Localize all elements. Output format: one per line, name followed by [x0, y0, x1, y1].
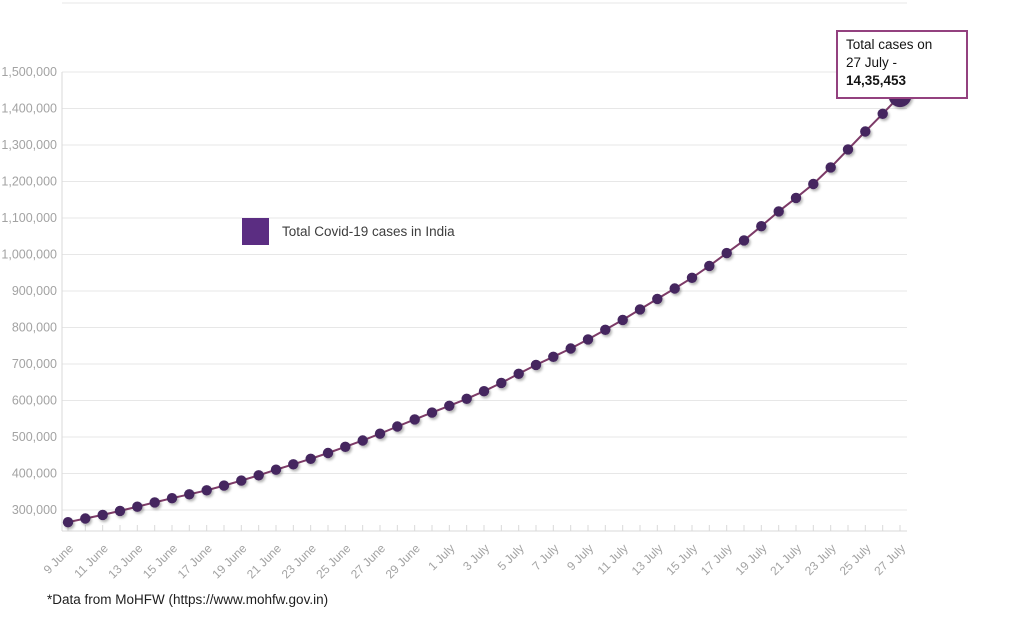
annotation-line1: Total cases on	[846, 37, 933, 52]
data-point	[149, 497, 160, 508]
data-point	[704, 260, 715, 272]
data-point	[634, 304, 646, 315]
data-point	[288, 459, 299, 470]
data-point	[565, 343, 576, 354]
data-point	[166, 493, 178, 504]
data-point	[218, 480, 230, 491]
x-tick-label: 13 July	[629, 541, 666, 578]
data-point	[617, 314, 628, 326]
x-tick-label: 19 July	[733, 541, 770, 578]
x-tick-label: 25 July	[837, 541, 874, 578]
y-tick-label: 300,000	[12, 503, 57, 517]
data-point	[877, 108, 888, 120]
data-point	[322, 447, 334, 459]
data-point	[582, 334, 594, 345]
y-tick-label: 600,000	[12, 394, 57, 408]
x-tick-label: 3 July	[460, 541, 492, 573]
trend-line	[67, 94, 901, 524]
data-point	[392, 421, 403, 432]
x-tick-label: 17 July	[698, 541, 735, 578]
data-point	[738, 235, 750, 246]
annotation-line2: 27 July - 14,35,453	[846, 55, 907, 89]
data-point	[773, 206, 784, 217]
x-tick-label: 15 July	[663, 541, 700, 578]
y-tick-label: 800,000	[12, 321, 57, 335]
x-tick-label: 13 June	[105, 541, 145, 581]
data-point	[825, 162, 836, 173]
data-point	[305, 453, 316, 464]
y-tick-label: 1,000,000	[1, 248, 57, 262]
data-point	[478, 386, 490, 397]
y-tick-label: 1,300,000	[1, 138, 57, 152]
data-point	[548, 351, 559, 362]
data-point	[530, 359, 542, 371]
data-points	[62, 84, 912, 528]
y-tick-label: 1,200,000	[1, 175, 57, 189]
x-tick-label: 1 July	[425, 541, 457, 573]
data-point	[270, 464, 282, 475]
data-point	[790, 192, 802, 204]
data-point	[686, 272, 698, 283]
x-tick-label: 11 July	[595, 541, 631, 577]
data-point	[374, 428, 386, 439]
data-point	[842, 144, 854, 155]
y-tick-label: 900,000	[12, 284, 57, 298]
data-point	[236, 475, 247, 486]
x-tick-label: 9 July	[564, 541, 596, 573]
x-tick-label: 25 June	[313, 541, 353, 581]
data-point	[253, 470, 264, 481]
y-tick-label: 700,000	[12, 357, 57, 371]
x-tick-label: 21 June	[244, 541, 284, 581]
data-point	[860, 126, 871, 137]
data-point	[340, 441, 351, 452]
y-tick-label: 1,100,000	[1, 211, 57, 225]
legend-label: Total Covid-19 cases in India	[282, 224, 455, 239]
data-point	[496, 377, 507, 389]
x-tick-label: 19 June	[209, 541, 249, 581]
data-point	[808, 178, 819, 190]
x-tick-label: 29 June	[383, 541, 423, 581]
chart-legend: Total Covid-19 cases in India	[242, 218, 455, 245]
data-point	[184, 489, 195, 500]
x-tick-label: 5 July	[495, 541, 527, 573]
data-point	[114, 505, 126, 517]
data-source-note: *Data from MoHFW (https://www.mohfw.gov.…	[47, 592, 329, 607]
data-point	[62, 517, 74, 528]
data-point	[756, 221, 767, 232]
data-point	[201, 485, 212, 496]
data-point	[600, 324, 611, 335]
data-point	[652, 293, 663, 305]
data-point	[461, 393, 472, 404]
data-point	[97, 509, 108, 521]
data-point	[409, 414, 420, 425]
x-tick-label: 17 June	[175, 541, 215, 581]
data-point	[669, 283, 680, 294]
data-point	[426, 407, 438, 418]
data-point	[513, 368, 524, 379]
x-tick-label: 23 June	[279, 541, 319, 581]
x-tick-label: 7 July	[529, 541, 561, 573]
legend-color-swatch	[242, 218, 269, 245]
annotation-value: 14,35,453	[846, 73, 907, 89]
data-point	[444, 400, 455, 411]
data-point	[80, 513, 91, 524]
data-point	[132, 501, 143, 512]
x-tick-label: 23 July	[802, 541, 839, 578]
y-tick-label: 1,500,000	[1, 65, 57, 79]
x-tick-label: 15 June	[140, 541, 180, 581]
x-tick-label: 21 July	[767, 541, 804, 578]
last-point-annotation: Total cases on 27 July - 14,35,453	[836, 30, 968, 99]
y-tick-label: 1,400,000	[1, 102, 57, 116]
x-tick-label: 27 June	[348, 541, 388, 581]
data-point	[721, 247, 732, 259]
y-tick-label: 500,000	[12, 430, 57, 444]
y-tick-label: 400,000	[12, 467, 57, 481]
data-point	[357, 435, 368, 446]
x-tick-label: 11 June	[71, 541, 111, 581]
x-tick-label: 27 July	[871, 541, 908, 578]
